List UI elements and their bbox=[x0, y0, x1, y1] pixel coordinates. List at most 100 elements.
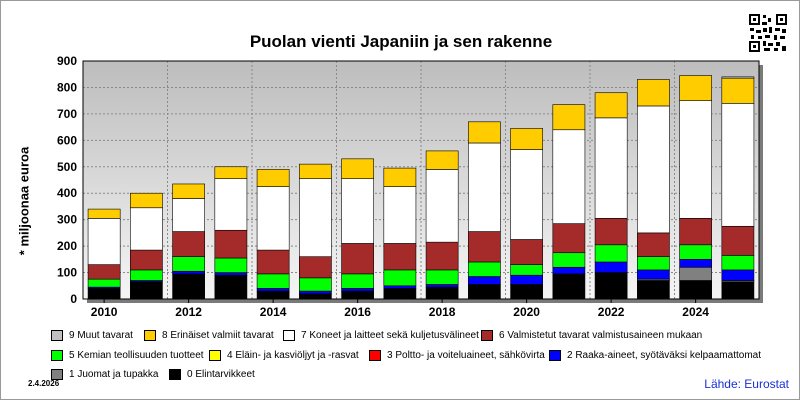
bar-segment bbox=[130, 281, 163, 300]
bar-segment bbox=[679, 259, 712, 268]
bar-segment bbox=[383, 243, 417, 271]
bar-segment bbox=[214, 178, 248, 231]
bar-segment bbox=[130, 207, 163, 251]
legend-swatch bbox=[481, 329, 493, 341]
bar-segment bbox=[468, 276, 501, 285]
bar-segment bbox=[214, 166, 248, 179]
bar-segment bbox=[468, 142, 501, 232]
y-tick-label: 400 bbox=[57, 186, 77, 200]
bar-segment bbox=[637, 105, 670, 234]
y-tick-label: 100 bbox=[57, 266, 77, 280]
chart-title: Puolan vienti Japaniin ja sen rakenne bbox=[249, 32, 553, 51]
x-tick-label: 2018 bbox=[429, 305, 456, 319]
bar-segment bbox=[721, 255, 755, 271]
bar-segment bbox=[510, 264, 543, 276]
bar-segment bbox=[87, 288, 121, 300]
bar-segment bbox=[256, 186, 290, 251]
y-tick-label: 700 bbox=[57, 107, 77, 121]
bar-segment bbox=[87, 264, 121, 280]
bar-segment bbox=[214, 229, 248, 259]
bar-segment bbox=[172, 198, 205, 232]
bar-segment bbox=[425, 269, 459, 285]
bar-segment bbox=[679, 75, 712, 101]
legend-label: 3 Poltto- ja voiteluaineet, sähkövirta bbox=[387, 349, 545, 361]
bar-segment bbox=[721, 225, 755, 256]
bar-segment bbox=[679, 244, 712, 260]
bar-segment bbox=[552, 104, 586, 131]
plot-border bbox=[82, 60, 760, 300]
legend-item: 8 Erinäiset valmiit tavarat bbox=[144, 328, 274, 342]
bar-segment bbox=[425, 241, 459, 271]
bar-segment bbox=[552, 129, 586, 224]
legend-label: 8 Erinäiset valmiit tavarat bbox=[162, 329, 274, 341]
legend-label: 7 Koneet ja laitteet sekä kuljetusväline… bbox=[301, 329, 479, 341]
bar-segment bbox=[721, 76, 755, 79]
bar-segment bbox=[299, 163, 332, 179]
legend-label: 1 Juomat ja tupakka bbox=[69, 368, 159, 380]
bar-segment bbox=[214, 257, 248, 273]
legend-swatch bbox=[51, 329, 63, 341]
bar-segment bbox=[637, 256, 670, 271]
legend-item: 3 Poltto- ja voiteluaineet, sähkövirta bbox=[369, 348, 545, 362]
legend-item: 2 Raaka-aineet, syötäväksi kelpaamattoma… bbox=[549, 348, 761, 362]
bar-segment bbox=[383, 167, 417, 187]
bar-segment bbox=[594, 244, 628, 263]
bar-segment bbox=[383, 269, 417, 287]
bar-segment bbox=[383, 285, 417, 289]
legend-swatch bbox=[51, 349, 63, 361]
x-tick-label: 2010 bbox=[91, 305, 118, 319]
legend-item: 5 Kemian teollisuuden tuotteet bbox=[51, 348, 204, 362]
legend-label: 0 Elintarvikkeet bbox=[187, 368, 255, 380]
bar-segment bbox=[468, 261, 501, 277]
legend-label: 5 Kemian teollisuuden tuotteet bbox=[69, 349, 204, 361]
bar-segment bbox=[299, 277, 332, 292]
legend-swatch bbox=[549, 349, 561, 361]
bar-segment bbox=[679, 100, 712, 219]
update-date: 2.4.2026 bbox=[28, 379, 60, 388]
bar-segment bbox=[510, 274, 543, 285]
bar-segment bbox=[341, 288, 374, 292]
legend-item: 9 Muut tavarat bbox=[51, 328, 133, 342]
bar-segment bbox=[172, 231, 205, 257]
bar-segment bbox=[299, 293, 332, 300]
bar-segment bbox=[594, 117, 628, 219]
y-tick-label: 300 bbox=[57, 213, 77, 227]
bar-segment bbox=[425, 284, 459, 288]
bar-segment bbox=[172, 183, 205, 199]
bar-segment bbox=[679, 266, 712, 281]
legend-swatch bbox=[209, 349, 221, 361]
bar-segment bbox=[214, 272, 248, 276]
y-tick-label: 200 bbox=[57, 239, 77, 253]
bar-segment bbox=[721, 269, 755, 281]
bar-segment bbox=[510, 284, 543, 300]
bar-segment bbox=[679, 280, 712, 300]
x-tick-label: 2022 bbox=[598, 305, 625, 319]
bar-segment bbox=[256, 288, 290, 292]
bar-segment bbox=[341, 290, 374, 300]
bar-segment bbox=[383, 186, 417, 244]
bar-segment bbox=[383, 288, 417, 300]
x-tick-label: 2016 bbox=[344, 305, 371, 319]
bar-segment bbox=[341, 178, 374, 244]
bar-segment bbox=[552, 252, 586, 268]
bar-segment bbox=[299, 178, 332, 257]
legend-item: 7 Koneet ja laitteet sekä kuljetusväline… bbox=[283, 328, 479, 342]
bar-segment bbox=[256, 273, 290, 289]
qr-code-icon bbox=[748, 13, 788, 53]
bar-segment bbox=[130, 249, 163, 271]
legend-swatch bbox=[369, 349, 381, 361]
bar-segment bbox=[256, 249, 290, 275]
bar-segment bbox=[637, 280, 670, 300]
bar-segment bbox=[637, 79, 670, 107]
bar-segment bbox=[214, 274, 248, 300]
bar-segment bbox=[341, 273, 374, 289]
bar-segment bbox=[510, 149, 543, 240]
bar-segment bbox=[721, 103, 755, 227]
bar-segment bbox=[552, 273, 586, 300]
legend-label: 2 Raaka-aineet, syötäväksi kelpaamattoma… bbox=[567, 349, 761, 361]
bar-segment bbox=[552, 223, 586, 254]
legend-label: 6 Valmistetut tavarat valmistusaineen mu… bbox=[499, 329, 703, 341]
bar-segment bbox=[299, 256, 332, 279]
bar-segment bbox=[679, 218, 712, 246]
